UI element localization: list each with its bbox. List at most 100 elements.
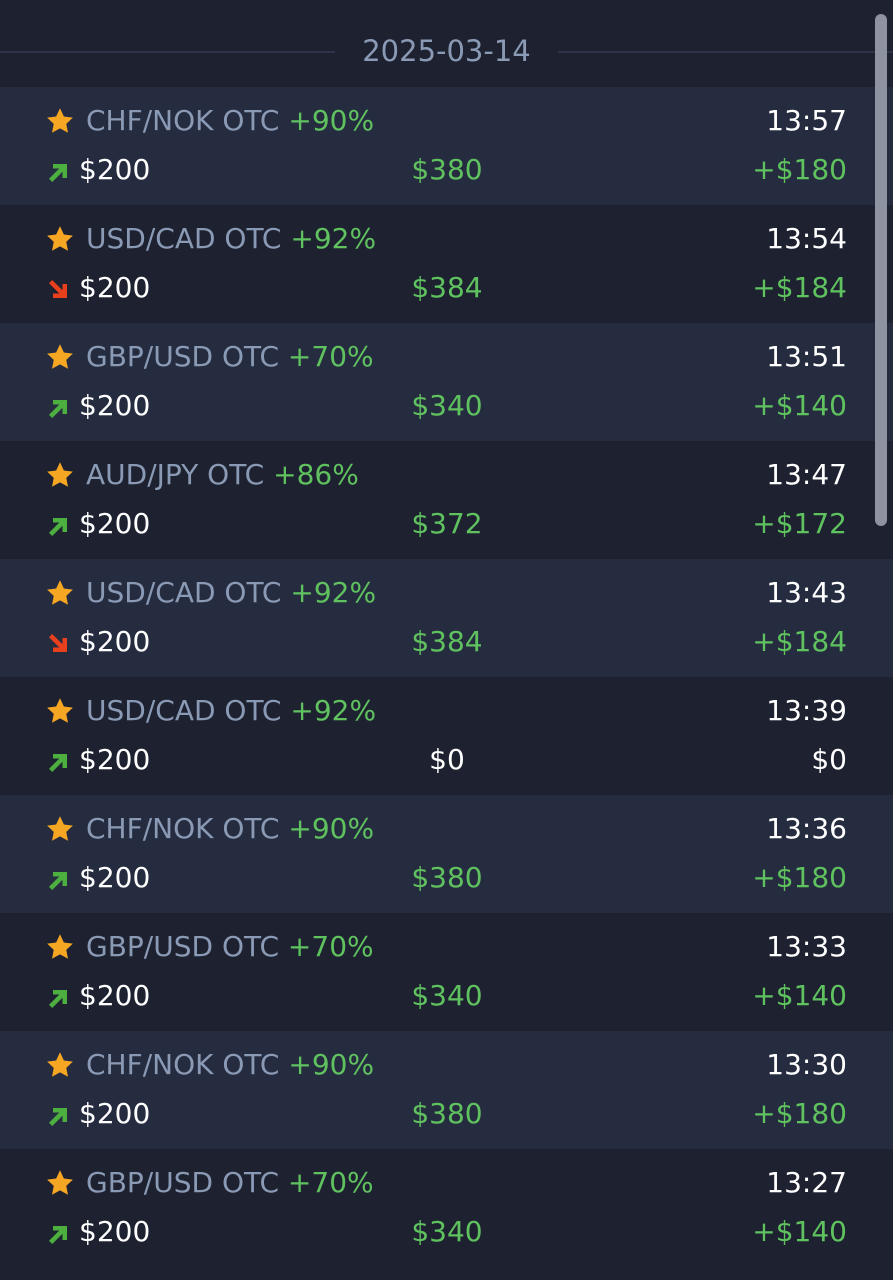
trade-row[interactable]: USD/CAD OTC +92% 13:39 $200 $0 $0	[0, 677, 893, 795]
asset-name: AUD/JPY OTC	[86, 458, 265, 491]
asset-name: USD/CAD OTC	[86, 694, 282, 727]
star-icon[interactable]	[45, 342, 75, 372]
arrow-up-right-icon	[49, 400, 67, 418]
arrow-up-right-icon	[49, 1108, 67, 1126]
trade-row[interactable]: USD/CAD OTC +92% 13:43 $200 $384 +$184	[0, 559, 893, 677]
trade-row[interactable]: USD/CAD OTC +92% 13:54 $200 $384 +$184	[0, 205, 893, 323]
arrow-up-right-icon	[49, 872, 67, 890]
trade-time: 13:43	[766, 576, 847, 609]
trade-row[interactable]: CHF/NOK OTC +90% 13:57 $200 $380 +$180	[0, 87, 893, 205]
trade-payout: $0	[429, 743, 465, 776]
star-icon[interactable]	[45, 224, 75, 254]
trade-amount: $200	[79, 861, 151, 894]
arrow-up-right-icon	[49, 754, 67, 772]
star-icon[interactable]	[45, 1168, 75, 1198]
asset-payout-percent: +92%	[290, 576, 377, 609]
trade-asset: USD/CAD OTC +92%	[86, 691, 376, 731]
date-label: 2025-03-14	[362, 34, 531, 68]
arrow-up-right-icon	[49, 1226, 67, 1244]
trade-time: 13:36	[766, 812, 847, 845]
trade-time: 13:47	[766, 458, 847, 491]
trade-profit: +$140	[752, 1215, 847, 1248]
trade-payout: $384	[411, 625, 483, 658]
trade-row[interactable]: CHF/NOK OTC +90% 13:30 $200 $380 +$180	[0, 1031, 893, 1149]
star-icon[interactable]	[45, 460, 75, 490]
trade-payout: $340	[411, 389, 483, 422]
trade-profit: +$180	[752, 1097, 847, 1130]
trade-amount: $200	[79, 1215, 151, 1248]
trade-row[interactable]: GBP/USD OTC +70% 13:51 $200 $340 +$140	[0, 323, 893, 441]
trade-row[interactable]: AUD/JPY OTC +86% 13:47 $200 $372 +$172	[0, 441, 893, 559]
asset-payout-percent: +92%	[290, 694, 377, 727]
trade-amount: $200	[79, 1097, 151, 1130]
trade-payout: $340	[411, 979, 483, 1012]
trade-time: 13:57	[766, 104, 847, 137]
trade-time: 13:27	[766, 1166, 847, 1199]
arrow-down-right-icon	[49, 634, 67, 652]
trade-profit: +$180	[752, 153, 847, 186]
asset-payout-percent: +70%	[287, 340, 374, 373]
asset-name: GBP/USD OTC	[86, 340, 280, 373]
trade-profit: $0	[811, 743, 847, 776]
asset-name: CHF/NOK OTC	[86, 812, 280, 845]
trade-amount: $200	[79, 153, 151, 186]
arrow-up-right-icon	[49, 990, 67, 1008]
asset-payout-percent: +90%	[288, 1048, 375, 1081]
trade-payout: $380	[411, 861, 483, 894]
trade-amount: $200	[79, 271, 151, 304]
trade-profit: +$180	[752, 861, 847, 894]
asset-payout-percent: +70%	[287, 930, 374, 963]
scrollbar[interactable]	[875, 14, 887, 526]
trade-profit: +$184	[752, 625, 847, 658]
trade-asset: USD/CAD OTC +92%	[86, 573, 376, 613]
trade-row[interactable]: GBP/USD OTC +70% 13:27 $200 $340 +$140	[0, 1149, 893, 1267]
star-icon[interactable]	[45, 1050, 75, 1080]
trade-profit: +$172	[752, 507, 847, 540]
trade-time: 13:39	[766, 694, 847, 727]
asset-name: GBP/USD OTC	[86, 1166, 280, 1199]
asset-payout-percent: +92%	[290, 222, 377, 255]
trade-amount: $200	[79, 625, 151, 658]
trade-payout: $340	[411, 1215, 483, 1248]
star-icon[interactable]	[45, 696, 75, 726]
date-separator: 2025-03-14	[0, 0, 893, 87]
asset-payout-percent: +90%	[288, 812, 375, 845]
trade-payout: $380	[411, 1097, 483, 1130]
trade-asset: CHF/NOK OTC +90%	[86, 101, 374, 141]
star-icon[interactable]	[45, 106, 75, 136]
trade-asset: GBP/USD OTC +70%	[86, 1163, 374, 1203]
trade-profit: +$184	[752, 271, 847, 304]
asset-name: USD/CAD OTC	[86, 222, 282, 255]
trade-profit: +$140	[752, 389, 847, 422]
asset-name: CHF/NOK OTC	[86, 1048, 280, 1081]
star-icon[interactable]	[45, 932, 75, 962]
trade-payout: $380	[411, 153, 483, 186]
asset-name: USD/CAD OTC	[86, 576, 282, 609]
trade-amount: $200	[79, 507, 151, 540]
trade-time: 13:54	[766, 222, 847, 255]
trade-amount: $200	[79, 743, 151, 776]
date-divider-right	[558, 51, 893, 53]
trade-payout: $372	[411, 507, 483, 540]
arrow-down-right-icon	[49, 280, 67, 298]
asset-payout-percent: +70%	[287, 1166, 374, 1199]
asset-payout-percent: +86%	[273, 458, 359, 491]
trade-asset: USD/CAD OTC +92%	[86, 219, 376, 259]
star-icon[interactable]	[45, 814, 75, 844]
trade-amount: $200	[79, 389, 151, 422]
trade-list: CHF/NOK OTC +90% 13:57 $200 $380 +$180 U…	[0, 87, 893, 1267]
trade-row[interactable]: CHF/NOK OTC +90% 13:36 $200 $380 +$180	[0, 795, 893, 913]
date-divider-left	[0, 51, 335, 53]
asset-name: CHF/NOK OTC	[86, 104, 280, 137]
asset-name: GBP/USD OTC	[86, 930, 280, 963]
arrow-up-right-icon	[49, 164, 67, 182]
trade-profit: +$140	[752, 979, 847, 1012]
trade-asset: CHF/NOK OTC +90%	[86, 809, 374, 849]
trade-time: 13:51	[766, 340, 847, 373]
trade-payout: $384	[411, 271, 483, 304]
trade-row[interactable]: GBP/USD OTC +70% 13:33 $200 $340 +$140	[0, 913, 893, 1031]
trade-time: 13:33	[766, 930, 847, 963]
trade-amount: $200	[79, 979, 151, 1012]
trade-asset: GBP/USD OTC +70%	[86, 337, 374, 377]
star-icon[interactable]	[45, 578, 75, 608]
